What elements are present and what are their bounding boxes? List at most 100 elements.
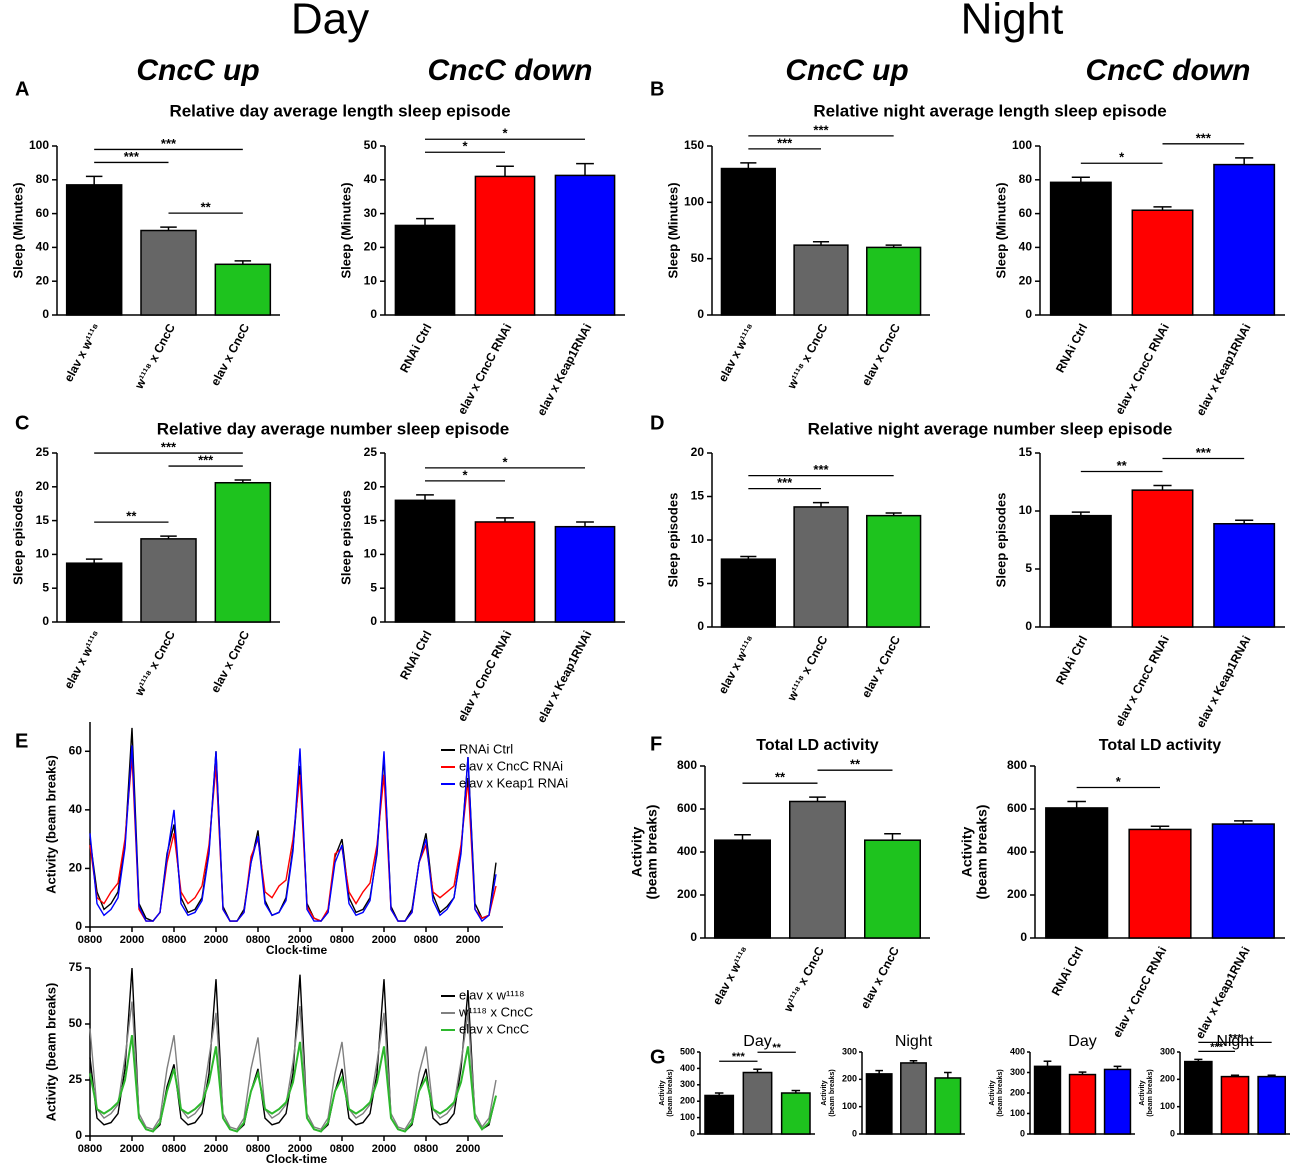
legend-label: elav x CncC	[459, 1021, 529, 1036]
y-tick-label: 5	[697, 576, 704, 590]
y-axis-label: Sleep (Minutes)	[993, 182, 1008, 278]
bar	[394, 224, 456, 316]
y-tick-label: 600	[1007, 801, 1027, 815]
y-axis-label: Sleep (Minutes)	[338, 182, 353, 278]
chart-title: Total LD activity	[756, 737, 878, 754]
significance-label: ***	[161, 136, 177, 151]
y-tick-label: 0	[370, 307, 377, 321]
y-tick-label: 200	[1007, 887, 1027, 901]
x-tick-label: 2000	[288, 1143, 312, 1155]
y-tick-label: 200	[1010, 1087, 1025, 1097]
y-tick-label: 400	[1010, 1046, 1025, 1056]
bar	[866, 514, 922, 628]
chart-title: Total LD activity	[1099, 737, 1221, 754]
significance-label: *	[502, 454, 508, 469]
significance-label: **	[850, 757, 861, 772]
y-tick-label: 60	[69, 743, 83, 757]
y-tick-label: 800	[677, 758, 697, 772]
y-tick-label: 25	[69, 1072, 83, 1086]
bar	[474, 521, 536, 623]
y-axis-label: Activity	[659, 1080, 666, 1105]
significance-label: ***	[124, 149, 140, 164]
y-tick-label: 400	[1007, 844, 1027, 858]
y-axis-label: Activity	[959, 827, 975, 878]
y-tick-label: 100	[680, 1112, 695, 1122]
bar	[1049, 514, 1112, 628]
y-tick-label: 0	[42, 614, 49, 628]
y-tick-label: 50	[364, 138, 378, 152]
y-axis-label: Activity	[821, 1080, 828, 1105]
y-tick-label: 300	[1010, 1067, 1025, 1077]
panel-letter: E	[15, 730, 28, 752]
bar	[720, 558, 776, 628]
y-tick-label: 0	[42, 307, 49, 321]
y-tick-label: 200	[842, 1074, 857, 1084]
y-axis-label: Sleep (Minutes)	[665, 182, 680, 278]
y-axis-label: (beam breaks)	[974, 805, 990, 900]
significance-label: *	[502, 126, 508, 141]
y-tick-label: 50	[69, 1016, 83, 1030]
y-axis-label: (beam breaks)	[829, 1069, 836, 1116]
x-tick-label: 2000	[372, 1143, 396, 1155]
group-header: CncC down	[1086, 54, 1251, 87]
bar	[1103, 1068, 1132, 1135]
y-tick-label: 0	[370, 614, 377, 628]
y-tick-label: 20	[364, 479, 378, 493]
y-axis-label: Activity	[629, 827, 645, 878]
y-tick-label: 15	[36, 513, 50, 527]
significance-label: ***	[813, 462, 829, 477]
y-tick-label: 100	[684, 195, 704, 209]
significance-label: ***	[777, 475, 793, 490]
significance-label: *	[1116, 774, 1122, 789]
panel-letter: A	[15, 78, 29, 100]
bar	[865, 1073, 893, 1135]
bar	[934, 1077, 962, 1135]
y-tick-label: 0	[1025, 619, 1032, 633]
y-axis-label: Sleep (Minutes)	[10, 182, 25, 278]
y-tick-label: 300	[680, 1079, 695, 1089]
bar	[1131, 209, 1194, 316]
group-header: CncC up	[136, 54, 259, 87]
bar	[474, 175, 536, 316]
bar	[1213, 163, 1276, 316]
significance-label: *	[1119, 150, 1125, 165]
y-tick-label: 100	[29, 138, 49, 152]
bar	[214, 481, 272, 623]
bar	[1220, 1075, 1250, 1135]
y-tick-label: 20	[69, 861, 83, 875]
y-tick-label: 400	[680, 1063, 695, 1073]
y-axis-label: Sleep episodes	[338, 490, 353, 585]
y-tick-label: 15	[364, 513, 378, 527]
y-tick-label: 5	[42, 580, 49, 594]
bar	[864, 839, 921, 939]
y-tick-label: 40	[1019, 240, 1033, 254]
bar	[780, 1092, 811, 1135]
y-tick-label: 0	[1020, 1128, 1025, 1138]
y-axis-label: Sleep episodes	[665, 493, 680, 588]
y-axis-label: (beam breaks)	[997, 1069, 1004, 1116]
x-tick-label: 2000	[204, 1143, 228, 1155]
y-tick-label: 0	[697, 307, 704, 321]
y-tick-label: 20	[1019, 273, 1033, 287]
chart-title: Night	[895, 1033, 933, 1050]
bar	[866, 246, 922, 316]
bar	[214, 263, 272, 316]
y-tick-label: 10	[364, 273, 378, 287]
bar	[793, 506, 849, 628]
y-tick-label: 0	[75, 919, 82, 933]
panel-letter: B	[650, 78, 664, 100]
panel-letter: D	[650, 412, 664, 434]
y-tick-label: 200	[680, 1096, 695, 1106]
y-tick-label: 0	[1170, 1128, 1175, 1138]
y-axis-label: (beam breaks)	[667, 1069, 674, 1116]
group-header: CncC up	[785, 54, 908, 87]
x-axis-label: Clock-time	[266, 943, 328, 957]
y-tick-label: 20	[36, 273, 50, 287]
y-tick-label: 0	[690, 930, 697, 944]
y-tick-label: 40	[364, 172, 378, 186]
group-header: CncC down	[428, 54, 593, 87]
x-tick-label: 0800	[162, 934, 186, 946]
y-axis-label: Sleep episodes	[10, 490, 25, 585]
bar	[789, 800, 846, 939]
